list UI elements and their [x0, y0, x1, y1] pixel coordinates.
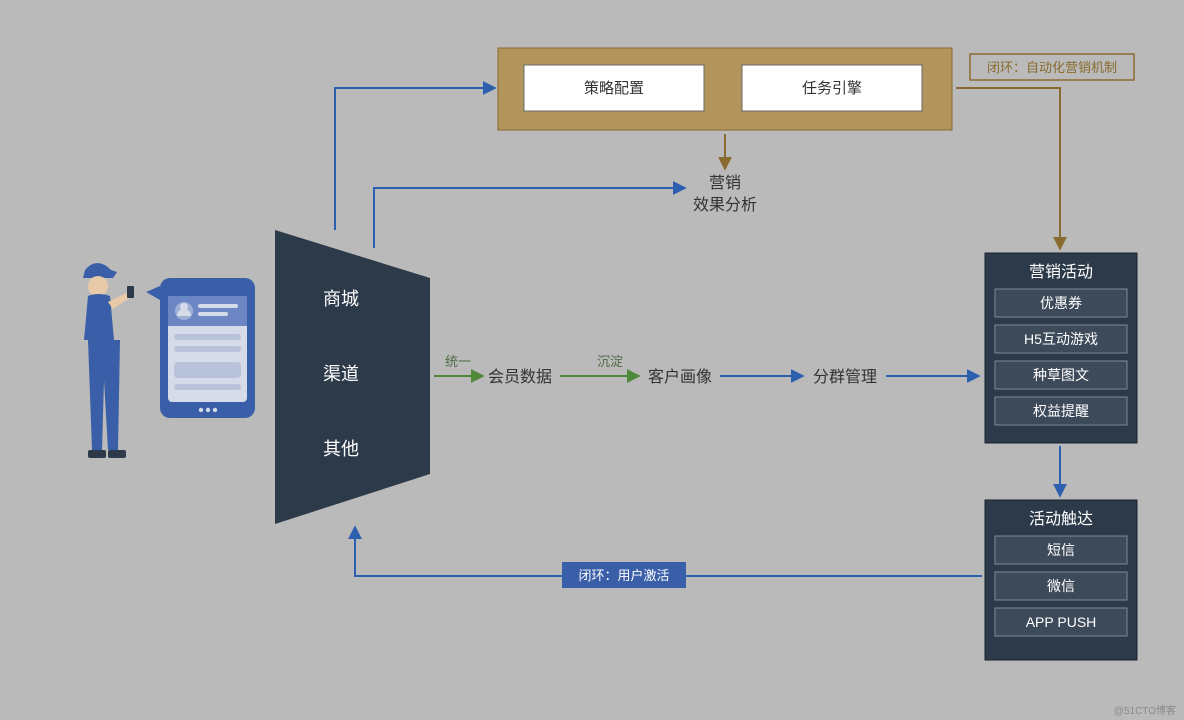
analysis-label-2: 效果分析 [693, 196, 757, 214]
flow-node-customer_profile: 客户画像 [648, 368, 712, 386]
svg-text:任务引擎: 任务引擎 [802, 80, 862, 97]
activity-reach-panel-item-2: APP PUSH [995, 608, 1127, 636]
funnel-label-1: 渠道 [323, 364, 359, 384]
svg-text:短信: 短信 [1047, 542, 1075, 558]
funnel-label-2: 其他 [323, 439, 359, 459]
svg-text:种草图文: 种草图文 [1033, 367, 1089, 383]
svg-text:APP PUSH: APP PUSH [1026, 614, 1097, 630]
phone-mock-icon [146, 278, 255, 418]
svg-text:策略配置: 策略配置 [584, 80, 644, 97]
activity-reach-panel-title: 活动触达 [1029, 510, 1093, 528]
gold-box-1: 任务引擎 [742, 65, 922, 111]
svg-text:优惠券: 优惠券 [1040, 295, 1082, 311]
gold-box-0: 策略配置 [524, 65, 704, 111]
analysis-label-1: 营销 [709, 174, 741, 192]
funnel-label-0: 商城 [323, 289, 359, 309]
activity-reach-panel-item-0: 短信 [995, 536, 1127, 564]
marketing-activity-panel-item-3: 权益提醒 [995, 397, 1127, 425]
svg-text:H5互动游戏: H5互动游戏 [1024, 331, 1098, 347]
top-annotation-text: 闭环：自动化营销机制 [987, 60, 1117, 75]
marketing-activity-panel-title: 营销活动 [1029, 263, 1093, 281]
flow-edge-label-0: 统一 [445, 354, 471, 369]
marketing-activity-panel-item-2: 种草图文 [995, 361, 1127, 389]
svg-text:权益提醒: 权益提醒 [1033, 403, 1089, 419]
activity-reach-panel-item-1: 微信 [995, 572, 1127, 600]
marketing-activity-panel-item-0: 优惠券 [995, 289, 1127, 317]
marketing-activity-panel-item-1: H5互动游戏 [995, 325, 1127, 353]
svg-text:微信: 微信 [1047, 578, 1075, 594]
watermark: @51CTO博客 [1114, 704, 1176, 717]
flow-node-segment_mgmt: 分群管理 [813, 368, 877, 386]
flow-edge-label-1: 沉淀 [597, 354, 623, 369]
flow-node-member_data: 会员数据 [488, 368, 552, 386]
bottom-annotation-text: 闭环：用户激活 [578, 568, 669, 583]
